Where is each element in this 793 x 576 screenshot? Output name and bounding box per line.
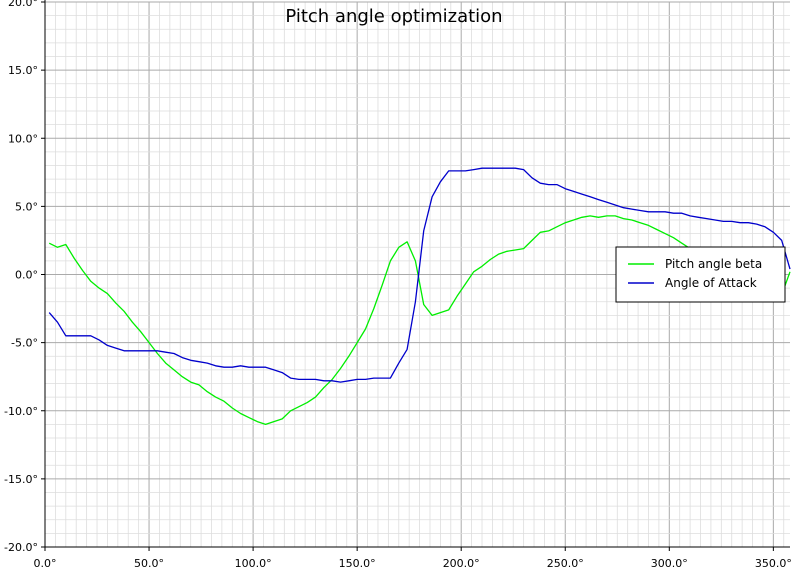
x-tick-label: 200.0°: [443, 557, 480, 570]
y-tick-label: 20.0°: [8, 0, 38, 9]
legend-label-pitch-angle-beta: Pitch angle beta: [665, 257, 762, 271]
y-tick-label: 15.0°: [8, 64, 38, 77]
series-line-angle-of-attack: [48, 167, 791, 383]
legend-label-angle-of-attack: Angle of Attack: [665, 276, 757, 290]
legend: Pitch angle beta Angle of Attack: [615, 246, 786, 303]
x-tick-label: 100.0°: [235, 557, 272, 570]
chart-title: Pitch angle optimization: [285, 6, 502, 27]
x-tick-label: 50.0°: [134, 557, 164, 570]
y-tick-label: -15.0°: [4, 473, 38, 486]
x-tick-label: 250.0°: [547, 557, 584, 570]
x-tick-label: 300.0°: [651, 557, 688, 570]
y-tick-label: -5.0°: [11, 337, 38, 350]
axes: [44, 0, 790, 548]
y-axis-ticks: -20.0° -15.0° -10.0° -5.0° 0.0° 5.0° 10.0° 15.0…: [4, 0, 45, 554]
x-tick-label: 150.0°: [339, 557, 376, 570]
series-line-pitch-angle-beta: [48, 215, 791, 426]
y-tick-label: -10.0°: [4, 405, 38, 418]
y-tick-label: 5.0°: [15, 200, 38, 213]
series-lines: [48, 167, 791, 426]
x-tick-label: 350.0°: [755, 557, 792, 570]
y-tick-label: 0.0°: [15, 269, 38, 282]
y-tick-label: 10.0°: [8, 132, 38, 145]
y-tick-label: -20.0°: [4, 541, 38, 554]
x-axis-ticks: 0.0° 50.0° 100.0° 150.0° 200.0° 250.0° 300.0° 3…: [34, 547, 792, 570]
x-tick-label: 0.0°: [34, 557, 57, 570]
legend-box: [615, 246, 786, 303]
